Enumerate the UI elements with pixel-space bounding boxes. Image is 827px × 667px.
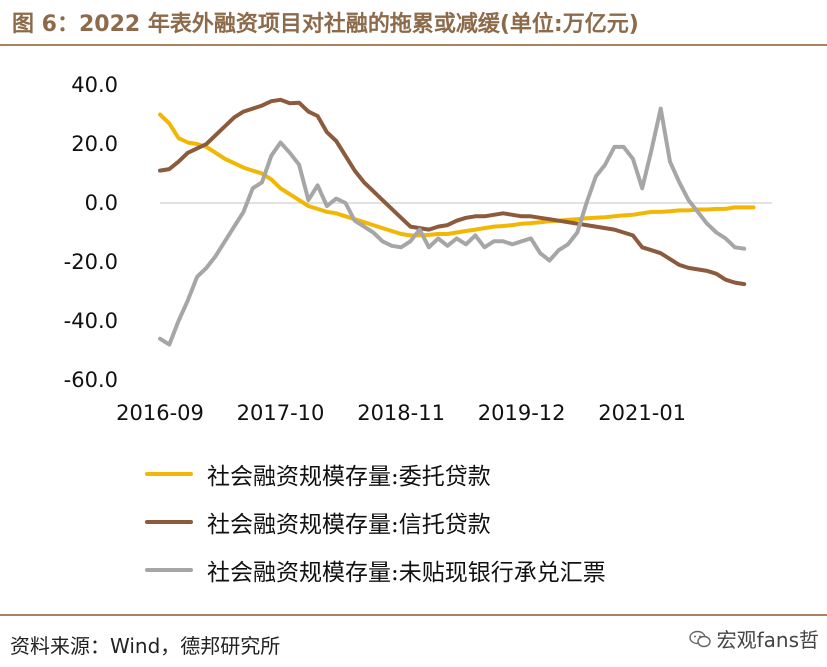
y-tick-label: -20.0 (64, 250, 118, 274)
chart-legend: 社会融资规模存量:委托贷款 社会融资规模存量:信托贷款 社会融资规模存量:未贴现… (145, 450, 606, 594)
chart-title: 图 6：2022 年表外融资项目对社融的拖累或减缓(单位:万亿元) (12, 12, 639, 37)
x-tick-label: 2021-01 (598, 401, 686, 425)
legend-swatch-trust-loans (145, 520, 193, 524)
footer-divider (0, 614, 827, 616)
x-tick-label: 2019-12 (478, 401, 566, 425)
x-tick-label: 2016-09 (116, 401, 204, 425)
legend-label-entrusted-loans: 社会融资规模存量:委托贷款 (207, 464, 491, 490)
legend-swatch-entrusted-loans (145, 472, 193, 476)
y-tick-label: 20.0 (71, 132, 118, 156)
series-trust-loans (158, 97, 747, 287)
x-tick-label: 2018-11 (357, 401, 445, 425)
series-bank-acceptance-bills (158, 106, 747, 347)
legend-label-trust-loans: 社会融资规模存量:信托贷款 (207, 512, 491, 538)
y-tick-label: 0.0 (85, 191, 118, 215)
title-divider (0, 44, 827, 46)
legend-item-entrusted-loans: 社会融资规模存量:委托贷款 (145, 450, 606, 498)
legend-item-bank-acceptance-bills: 社会融资规模存量:未贴现银行承兑汇票 (145, 546, 606, 594)
y-tick-label: 40.0 (71, 73, 118, 97)
legend-label-bank-acceptance-bills: 社会融资规模存量:未贴现银行承兑汇票 (207, 560, 606, 586)
source-note: 资料来源：Wind，德邦研究所 (10, 634, 281, 658)
series-trust-loans-line (158, 97, 747, 287)
y-tick-label: -60.0 (64, 368, 118, 392)
watermark: 宏观fans哲 (688, 624, 819, 653)
x-tick-label: 2017-10 (237, 401, 325, 425)
y-tick-label: -40.0 (64, 309, 118, 333)
legend-item-trust-loans: 社会融资规模存量:信托贷款 (145, 498, 606, 546)
wechat-icon (688, 630, 711, 647)
watermark-text: 宏观fans哲 (716, 628, 819, 652)
legend-swatch-bank-acceptance-bills (145, 568, 193, 572)
series-bank-acceptance-bills-line (158, 106, 747, 347)
